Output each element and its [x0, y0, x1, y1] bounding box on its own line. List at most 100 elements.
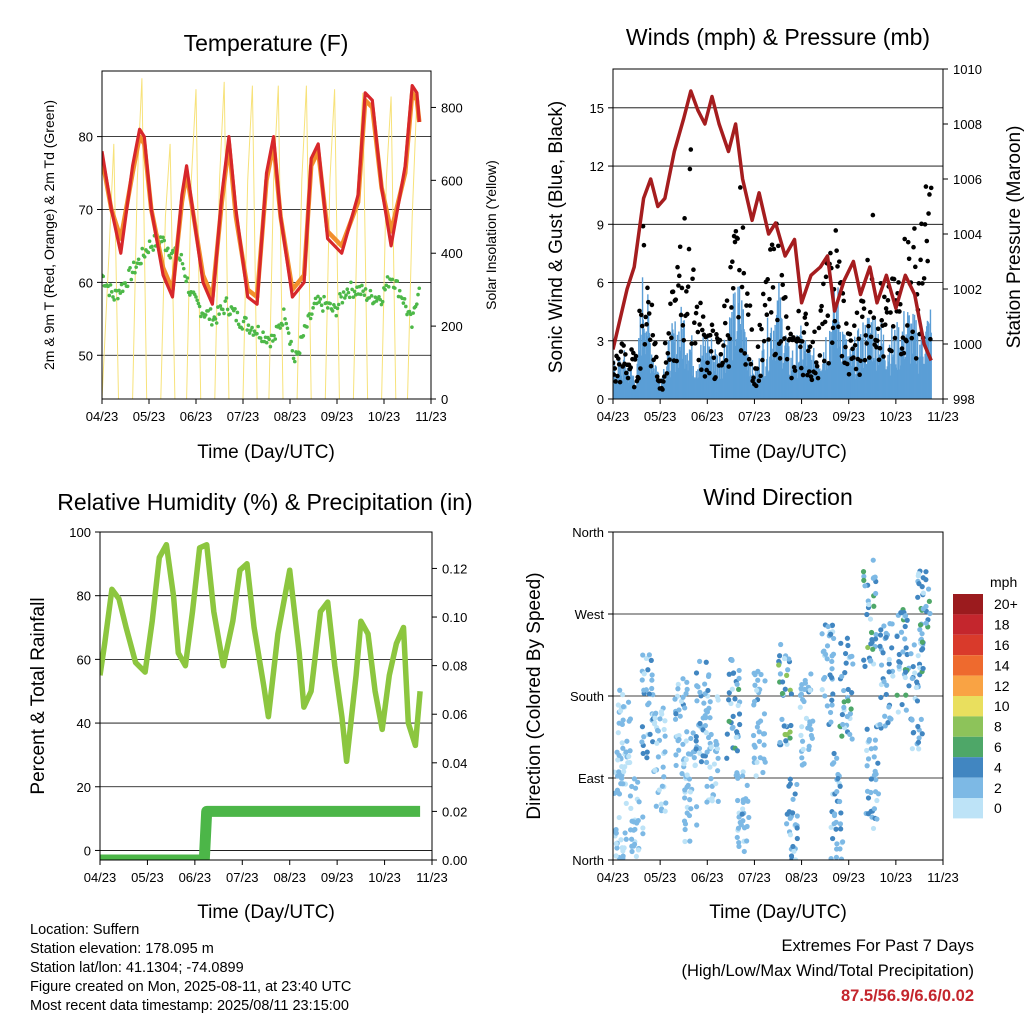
direction-point: [700, 753, 706, 759]
direction-point: [639, 739, 645, 745]
direction-point: [623, 749, 629, 755]
direction-point: [790, 843, 796, 850]
direction-point: [652, 715, 658, 721]
gust-point: [885, 297, 891, 303]
direction-point: [871, 603, 877, 609]
dewpoint-point: [258, 336, 263, 340]
direction-point: [647, 731, 653, 737]
dewpoint-point: [180, 261, 185, 266]
dewpoint-point: [340, 300, 345, 305]
x-tick-label: 08/23: [785, 409, 818, 424]
direction-point: [822, 651, 829, 657]
gust-point: [708, 349, 714, 354]
gust-point: [664, 371, 670, 376]
gust-point: [819, 303, 824, 309]
rh-line: [100, 541, 423, 765]
gust-point: [764, 312, 770, 317]
gust-point: [769, 242, 775, 248]
direction-point: [757, 718, 764, 724]
direction-point: [616, 752, 622, 758]
direction-point: [659, 783, 665, 789]
gust-point: [778, 339, 784, 344]
station-location: Location: Suffern: [30, 922, 140, 938]
gust-point: [687, 166, 693, 172]
dewpoint-point: [123, 281, 127, 285]
direction-point: [870, 646, 876, 652]
extremes-title: Extremes For Past 7 Days: [781, 937, 974, 955]
gust-point: [746, 356, 752, 362]
direction-point: [914, 679, 920, 685]
x-tick-label: 04/23: [86, 409, 119, 424]
dewpoint-point: [362, 293, 367, 297]
dewpoint-point: [350, 287, 354, 292]
direction-point: [694, 822, 700, 828]
direction-point: [632, 826, 638, 833]
direction-point: [643, 687, 649, 693]
direction-point: [761, 742, 767, 748]
x-tick-label: 08/23: [274, 409, 307, 424]
direction-point: [782, 731, 788, 738]
gust-point: [720, 360, 725, 366]
gust-point: [710, 328, 716, 334]
extremes-subtitle: (High/Low/Max Wind/Total Precipitation): [681, 962, 974, 980]
dewpoint-point: [390, 277, 395, 282]
gust-point: [839, 353, 845, 359]
gust-point: [865, 257, 870, 263]
dewpoint-point: [319, 303, 324, 308]
gust-point: [879, 318, 885, 323]
direction-point: [627, 827, 634, 833]
y-tick-label: 0: [84, 843, 91, 858]
gust-point: [875, 326, 881, 332]
humidity-xlabel: Time (Day/UTC): [197, 902, 335, 923]
gust-point: [846, 371, 852, 377]
dewpoint-point: [411, 311, 415, 315]
gust-point: [631, 384, 637, 390]
y-tick-label: 70: [79, 202, 93, 217]
direction-point: [753, 773, 759, 779]
direction-point: [680, 741, 686, 747]
direction-point: [835, 775, 841, 782]
direction-point: [847, 731, 853, 738]
direction-point: [861, 573, 867, 580]
direction-point: [737, 721, 743, 728]
dewpoint-point: [378, 297, 383, 302]
direction-point: [706, 672, 712, 678]
gust-point: [717, 337, 723, 343]
dewpoint-point: [290, 348, 295, 353]
y-tick-label: 60: [79, 275, 93, 290]
gust-point: [868, 334, 874, 340]
direction-point: [679, 771, 685, 777]
dewpoint-point: [334, 313, 339, 318]
direction-point: [829, 702, 835, 708]
dewpoint-point: [233, 307, 237, 311]
gust-point: [924, 238, 930, 244]
dewpoint-point: [305, 325, 309, 329]
dewpoint-point: [142, 255, 147, 259]
direction-point: [889, 621, 895, 627]
recent-timestamp: Most recent data timestamp: 2025/08/11 2…: [30, 998, 349, 1014]
humidity-plot-area: [100, 532, 432, 860]
direction-point: [662, 749, 668, 755]
figure-created: Figure created on Mon, 2025-08-11, at 23…: [30, 979, 352, 995]
gust-point: [783, 314, 789, 319]
direction-point: [827, 709, 834, 716]
direction-point: [870, 575, 876, 581]
direction-point: [881, 678, 887, 685]
direction-point: [927, 610, 933, 617]
direction-point: [799, 682, 805, 688]
gust-point: [854, 310, 860, 316]
gust-point: [751, 375, 756, 381]
gust-point: [735, 236, 740, 241]
direction-point: [726, 671, 732, 677]
direction-point: [895, 709, 901, 715]
dewpoint-point: [308, 316, 313, 321]
legend-label: 20+: [994, 596, 1018, 612]
direction-point: [920, 590, 926, 596]
y2-tick-label: 1000: [953, 337, 982, 352]
direction-point: [877, 632, 884, 638]
direction-point: [703, 659, 709, 665]
gust-point: [636, 376, 641, 381]
gust-point: [728, 264, 733, 270]
dewpoint-point: [214, 321, 219, 325]
